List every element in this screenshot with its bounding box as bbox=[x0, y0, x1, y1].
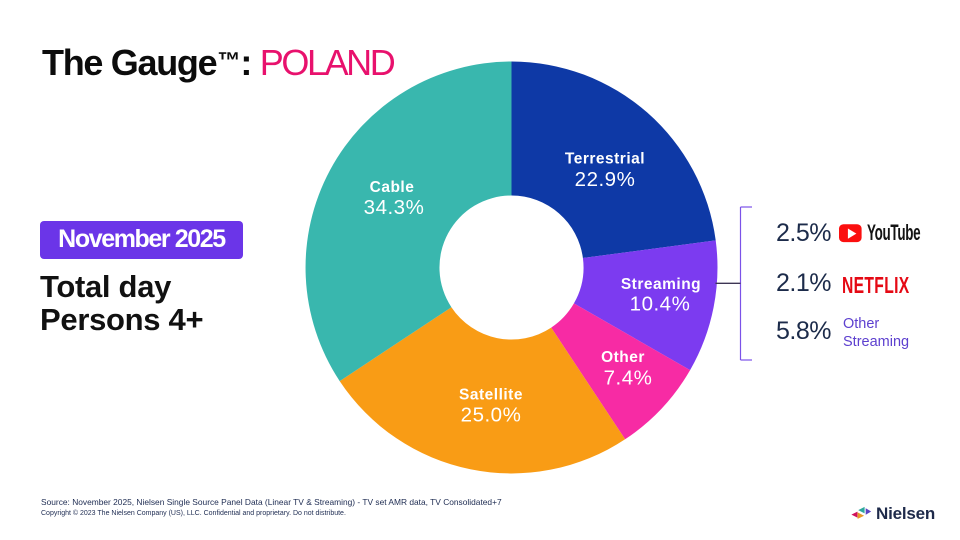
svg-text:25.0%: 25.0% bbox=[461, 404, 522, 427]
svg-text:Terrestrial: Terrestrial bbox=[565, 151, 645, 168]
svg-text:22.9%: 22.9% bbox=[575, 168, 636, 191]
svg-text:Cable: Cable bbox=[370, 179, 415, 196]
svg-text:7.4%: 7.4% bbox=[604, 367, 653, 390]
svg-text:10.4%: 10.4% bbox=[630, 293, 691, 316]
svg-text:Other: Other bbox=[601, 349, 645, 366]
svg-text:Satellite: Satellite bbox=[459, 387, 523, 404]
svg-text:Streaming: Streaming bbox=[621, 276, 701, 293]
svg-text:34.3%: 34.3% bbox=[364, 196, 425, 219]
